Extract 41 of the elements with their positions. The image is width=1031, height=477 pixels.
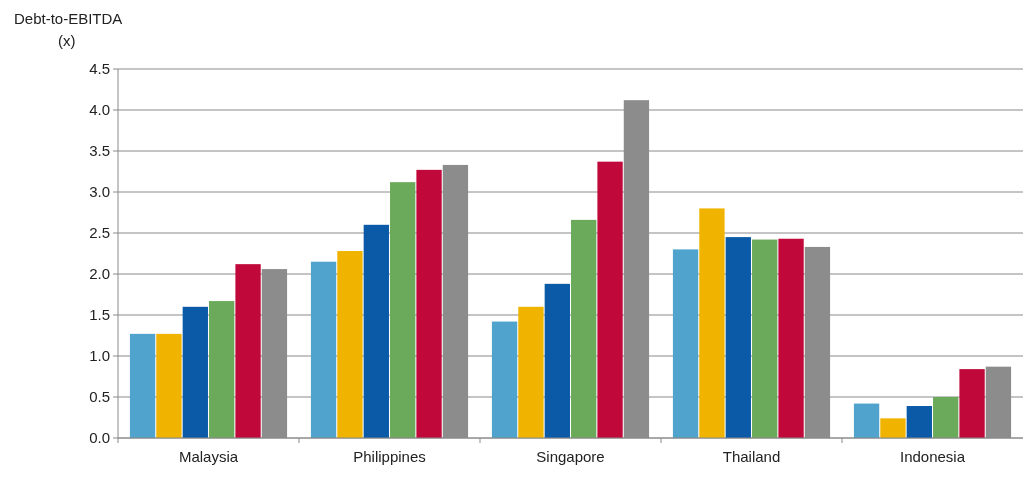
y-tick-label: 4.5	[89, 60, 110, 78]
bar	[933, 397, 959, 438]
x-tick-label: Singapore	[536, 448, 605, 465]
y-tick-label: 4.0	[89, 101, 110, 119]
bar	[853, 403, 880, 438]
y-tick-label: 0.5	[89, 388, 110, 406]
bar	[752, 239, 778, 438]
bar	[906, 406, 932, 438]
bar	[597, 161, 623, 438]
x-tick-label: Malaysia	[178, 448, 239, 465]
y-tick-label: 2.5	[89, 224, 110, 242]
bar	[363, 224, 389, 438]
x-tick-label: Indonesia	[899, 448, 966, 465]
bar	[416, 169, 442, 438]
bar	[778, 238, 804, 438]
bar	[209, 301, 235, 438]
bar	[337, 251, 363, 438]
bar	[571, 219, 597, 438]
bar	[518, 306, 544, 438]
bar	[182, 306, 208, 438]
y-tick-label: 3.5	[89, 142, 110, 160]
y-axis-title: Debt-to-EBITDA (x)	[14, 10, 123, 49]
bar	[390, 182, 416, 438]
x-tick-label: Thailand	[722, 448, 781, 465]
bar	[544, 283, 570, 438]
bar	[156, 333, 182, 438]
bar	[235, 264, 261, 438]
y-tick-label: 1.0	[89, 347, 110, 365]
bar	[959, 369, 985, 438]
y-tick-label: 1.5	[89, 306, 110, 324]
bar	[129, 333, 156, 438]
bar	[699, 208, 725, 438]
bar	[491, 321, 518, 438]
bar	[725, 237, 751, 438]
bar	[672, 249, 699, 438]
y-tick-label: 2.0	[89, 265, 110, 283]
y-tick-label: 0.0	[89, 429, 110, 447]
x-tick-label: Philippines	[353, 448, 426, 465]
y-tick-label: 3.0	[89, 183, 110, 201]
bar	[310, 261, 337, 438]
bar	[880, 418, 906, 438]
